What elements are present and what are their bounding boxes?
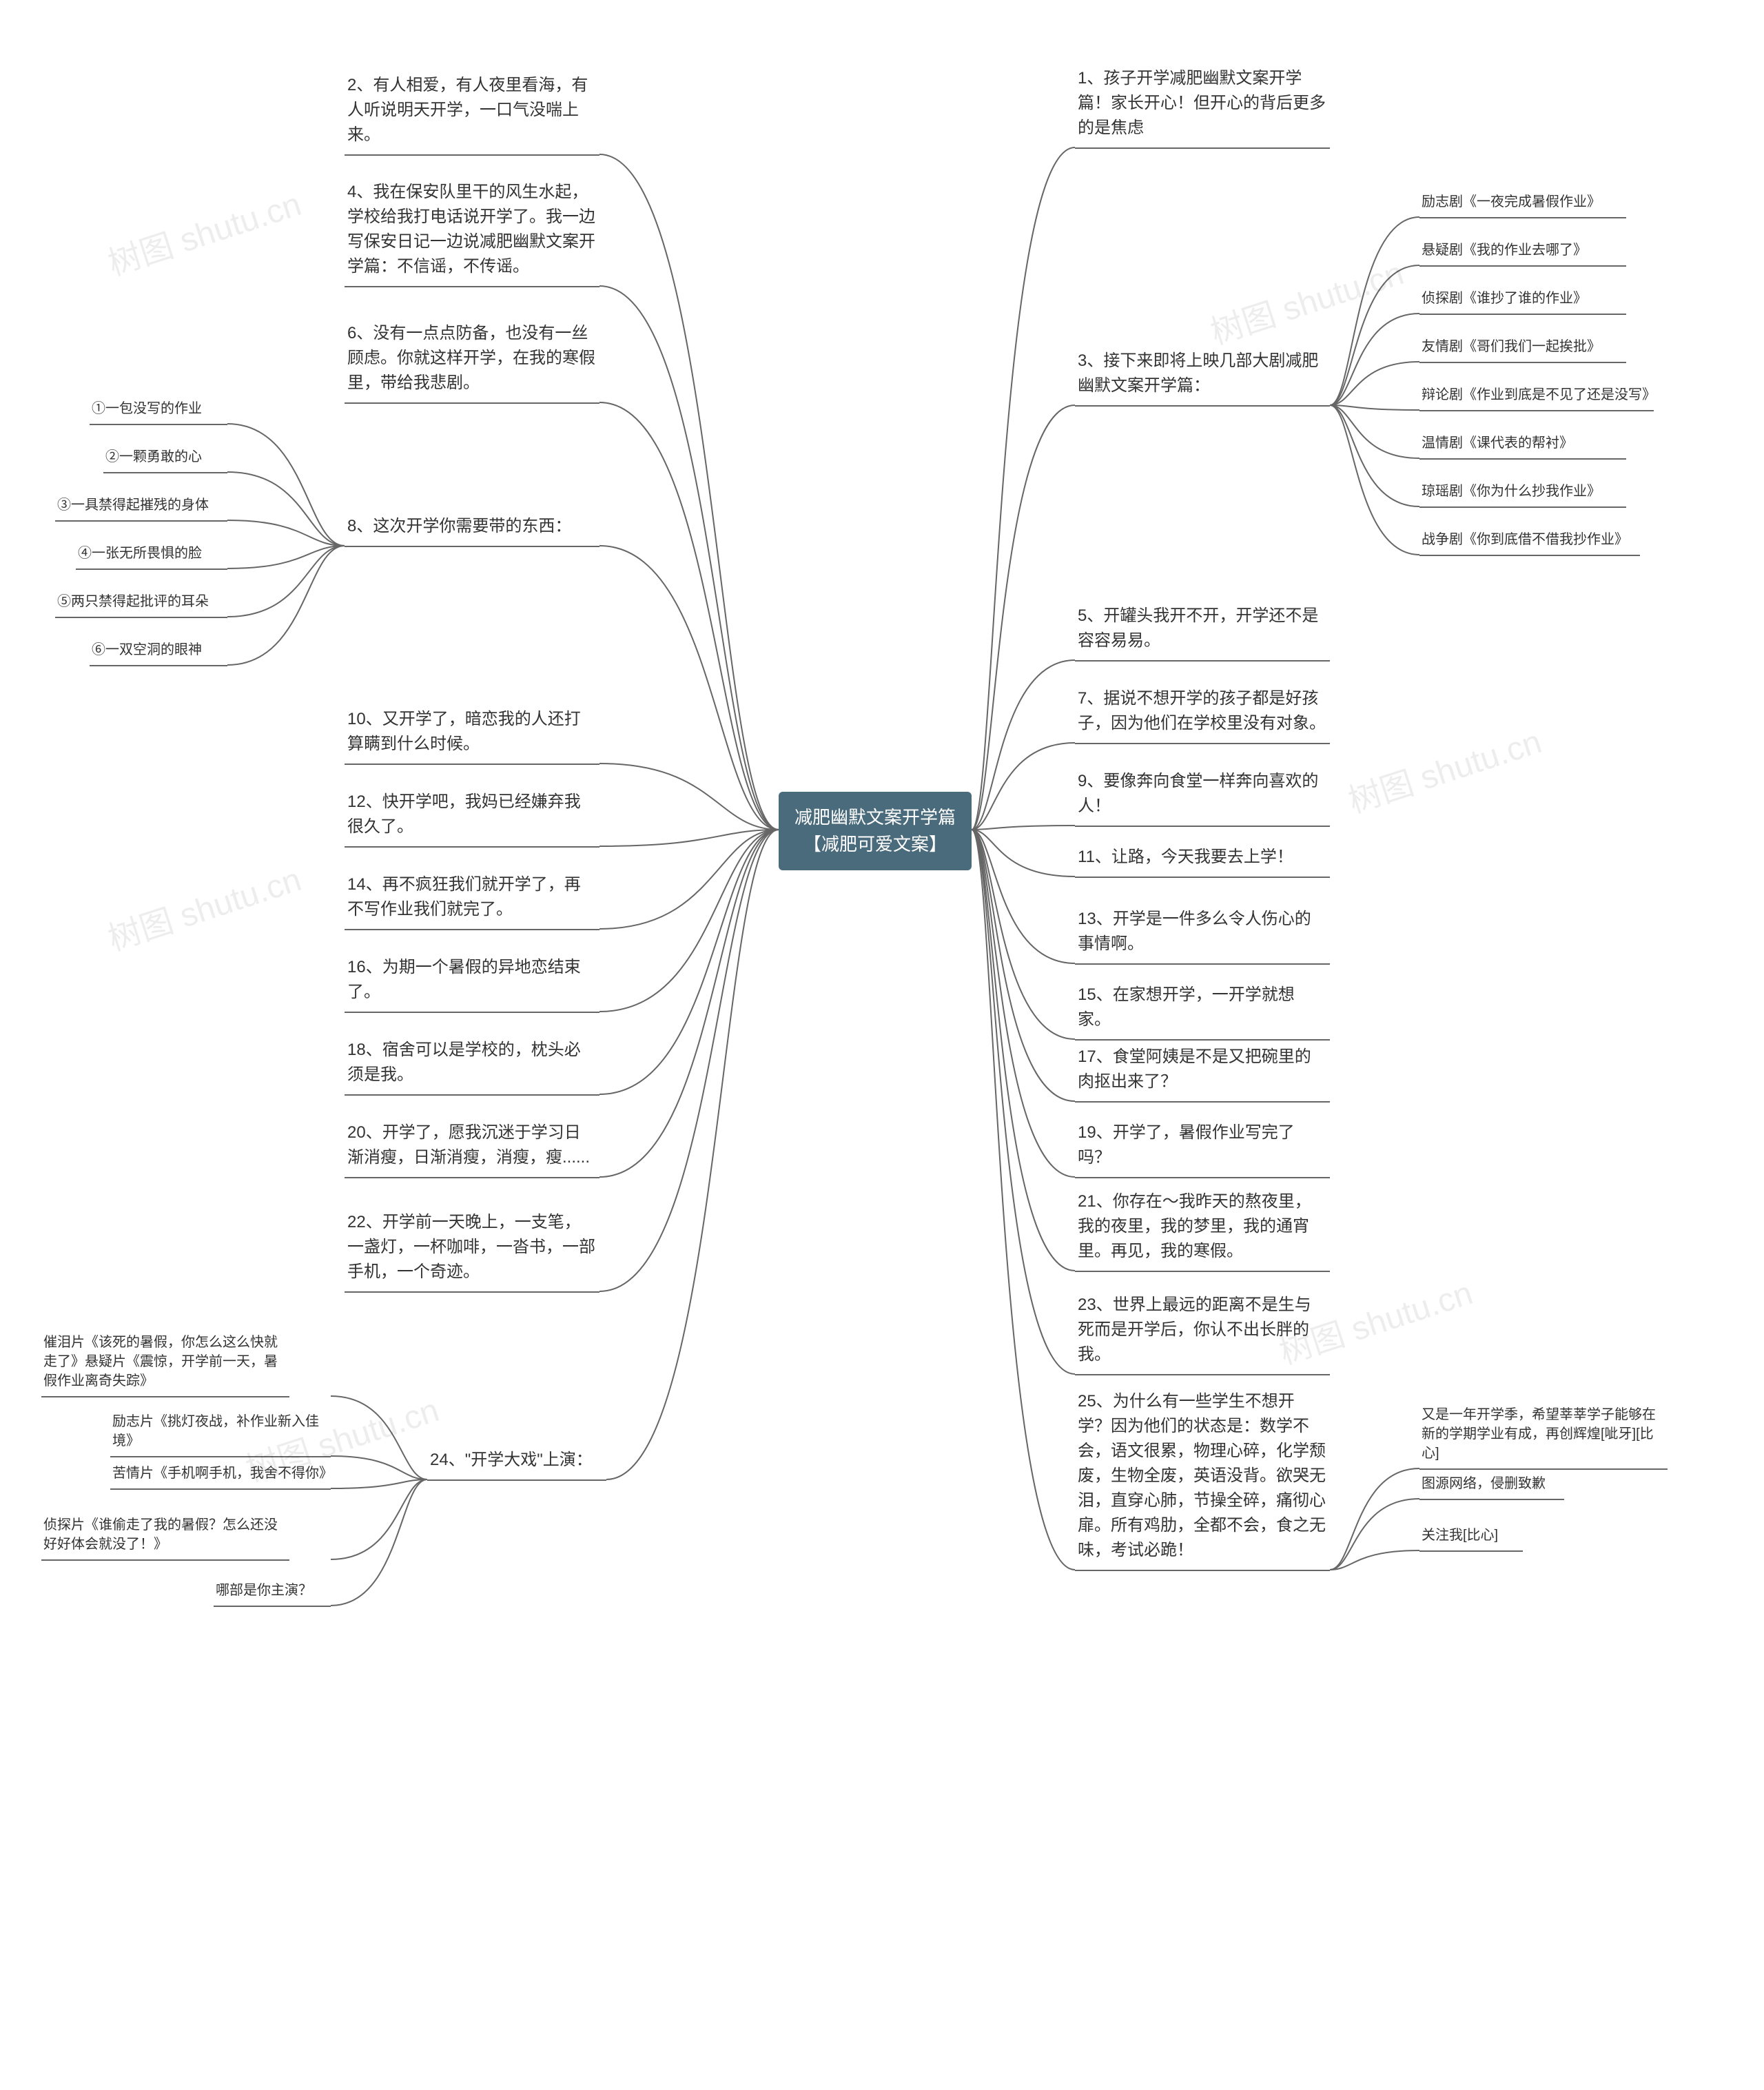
mindmap-node: 12、快开学吧，我妈已经嫌弃我很久了。 (345, 786, 599, 848)
mindmap-node: 20、开学了，愿我沉迷于学习日渐消瘦，日渐消瘦，消瘦，瘦...... (345, 1116, 599, 1178)
mindmap-node: 温情剧《课代表的帮衬》 (1419, 431, 1626, 460)
mindmap-node: 哪部是你主演？ (214, 1578, 331, 1607)
root-node: 减肥幽默文案开学篇【减肥可爱文案】 (779, 792, 972, 870)
mindmap-node: 22、开学前一天晚上，一支笔，一盏灯，一杯咖啡，一沓书，一部手机，一个奇迹。 (345, 1206, 599, 1293)
mindmap-node: 又是一年开学季，希望莘莘学子能够在新的学期学业有成，再创辉煌[呲牙][比心] (1419, 1402, 1668, 1470)
mindmap-node: 10、又开学了，暗恋我的人还打算瞒到什么时候。 (345, 703, 599, 765)
mindmap-node: 14、再不疯狂我们就开学了，再不写作业我们就完了。 (345, 868, 599, 930)
mindmap-node: 9、要像奔向食堂一样奔向喜欢的人！ (1075, 765, 1330, 827)
watermark: 树图 shutu.cn (1341, 715, 1546, 822)
mindmap-node: ③一具禁得起摧残的身体 (55, 493, 227, 522)
mindmap-node: 励志片《挑灯夜战，补作业新入佳境》 (110, 1409, 331, 1457)
mindmap-node: 8、这次开学你需要带的东西： (345, 510, 599, 547)
mindmap-node: 24、"开学大戏"上演： (427, 1444, 606, 1481)
mindmap-node: 17、食堂阿姨是不是又把碗里的肉抠出来了？ (1075, 1041, 1330, 1103)
watermark: 树图 shutu.cn (101, 177, 306, 285)
mindmap-node: 19、开学了，暑假作业写完了吗？ (1075, 1116, 1330, 1178)
mindmap-node: 战争剧《你到底借不借我抄作业》 (1419, 527, 1640, 556)
mindmap-node: 15、在家想开学，一开学就想家。 (1075, 979, 1330, 1041)
mindmap-node: 催泪片《该死的暑假，你怎么这么快就走了》悬疑片《震惊，开学前一天，暑假作业离奇失… (41, 1330, 289, 1397)
mindmap-node: ⑥一双空洞的眼神 (90, 637, 227, 666)
mindmap-node: 2、有人相爱，有人夜里看海，有人听说明天开学，一口气没喘上来。 (345, 69, 599, 156)
mindmap-node: 7、据说不想开学的孩子都是好孩子，因为他们在学校里没有对象。 (1075, 682, 1330, 744)
mindmap-node: 11、让路，今天我要去上学！ (1075, 841, 1330, 878)
mindmap-node: 琼瑶剧《你为什么抄我作业》 (1419, 479, 1626, 508)
mindmap-node: 13、开学是一件多么令人伤心的事情啊。 (1075, 903, 1330, 965)
mindmap-node: 3、接下来即将上映几部大剧减肥幽默文案开学篇： (1075, 345, 1330, 407)
mindmap-node: 18、宿舍可以是学校的，枕头必须是我。 (345, 1034, 599, 1096)
mindmap-node: 辩论剧《作业到底是不见了还是没写》 (1419, 382, 1654, 411)
mindmap-node: 友情剧《哥们我们一起挨批》 (1419, 334, 1626, 363)
mindmap-node: 关注我[比心] (1419, 1523, 1523, 1552)
mindmap-node: 侦探剧《谁抄了谁的作业》 (1419, 286, 1626, 315)
mindmap-node: 图源网络，侵删致歉 (1419, 1471, 1564, 1500)
mindmap-node: 23、世界上最远的距离不是生与死而是开学后，你认不出长胖的我。 (1075, 1289, 1330, 1375)
mindmap-node: 悬疑剧《我的作业去哪了》 (1419, 238, 1626, 267)
mindmap-node: ①一包没写的作业 (90, 396, 227, 425)
mindmap-node: ②一颗勇敢的心 (103, 444, 227, 473)
mindmap-node: 25、为什么有一些学生不想开学？因为他们的状态是：数学不会，语文很累，物理心碎，… (1075, 1385, 1330, 1571)
mindmap-node: 励志剧《一夜完成暑假作业》 (1419, 189, 1626, 218)
mindmap-node: ⑤两只禁得起批评的耳朵 (55, 589, 227, 618)
mindmap-node: ④一张无所畏惧的脸 (76, 541, 227, 570)
mindmap-node: 4、我在保安队里干的风生水起，学校给我打电话说开学了。我一边写保安日记一边说减肥… (345, 176, 599, 287)
watermark: 树图 shutu.cn (101, 852, 306, 960)
mindmap-node: 6、没有一点点防备，也没有一丝顾虑。你就这样开学，在我的寒假里，带给我悲剧。 (345, 317, 599, 404)
mindmap-node: 1、孩子开学减肥幽默文案开学篇！家长开心！但开心的背后更多的是焦虑 (1075, 62, 1330, 149)
mindmap-node: 侦探片《谁偷走了我的暑假？怎么还没好好体会就没了！》 (41, 1513, 289, 1561)
mindmap-node: 苦情片《手机啊手机，我舍不得你》 (110, 1461, 331, 1490)
root-label: 减肥幽默文案开学篇【减肥可爱文案】 (794, 807, 956, 854)
mindmap-node: 16、为期一个暑假的异地恋结束了。 (345, 951, 599, 1013)
watermark: 树图 shutu.cn (1203, 246, 1408, 354)
mindmap-node: 21、你存在～我昨天的熬夜里，我的夜里，我的梦里，我的通宵里。再见，我的寒假。 (1075, 1185, 1330, 1272)
mindmap-node: 5、开罐头我开不开，开学还不是容容易易。 (1075, 600, 1330, 662)
